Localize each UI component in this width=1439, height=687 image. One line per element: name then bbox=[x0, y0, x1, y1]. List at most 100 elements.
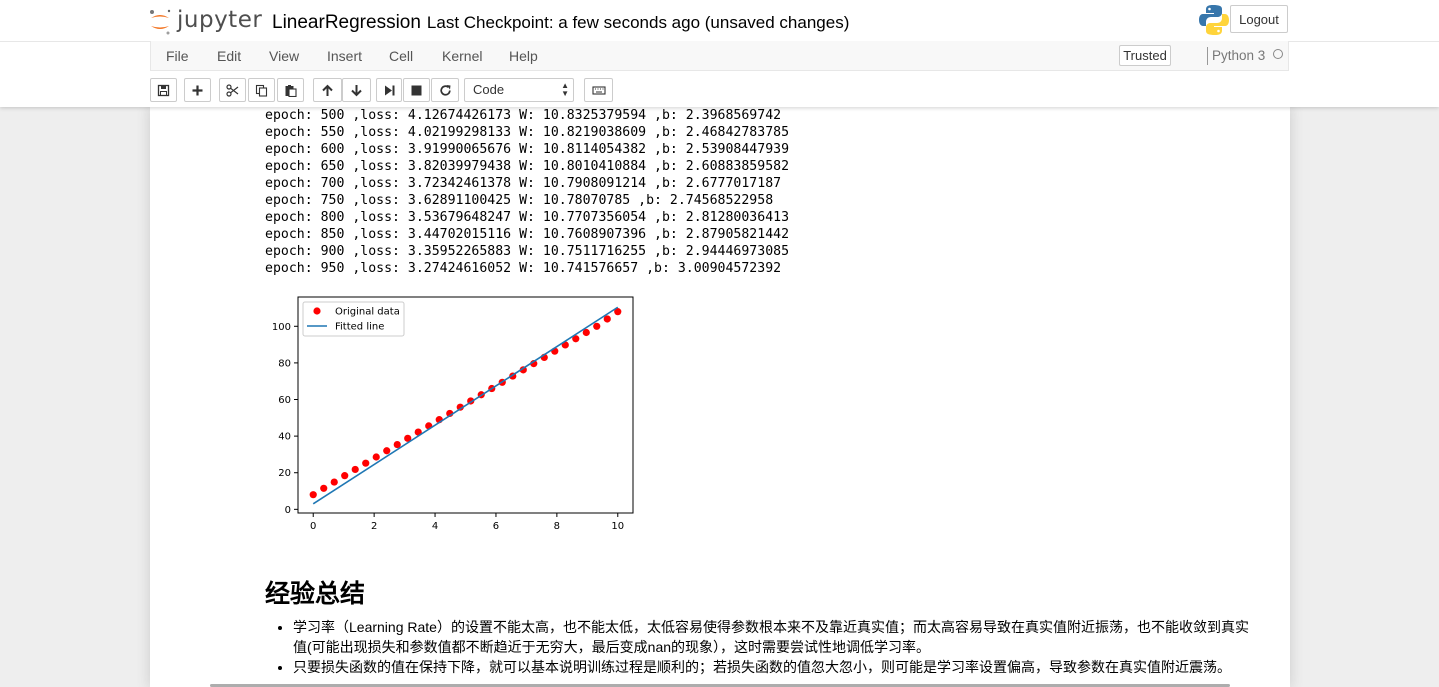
run-cell-button[interactable] bbox=[376, 78, 402, 102]
trusted-indicator[interactable]: Trusted bbox=[1119, 45, 1171, 66]
legend-label: Original data bbox=[335, 307, 400, 318]
stop-icon bbox=[411, 85, 422, 95]
cut-button[interactable] bbox=[219, 78, 246, 102]
keyboard-icon bbox=[591, 85, 606, 95]
x-tick-label: 10 bbox=[611, 521, 624, 532]
data-point bbox=[603, 315, 611, 323]
kernel-separator bbox=[1207, 47, 1208, 65]
menu-kernel[interactable]: Kernel bbox=[442, 48, 483, 64]
y-tick-label: 100 bbox=[272, 322, 291, 333]
restart-icon bbox=[439, 84, 451, 96]
paste-icon bbox=[285, 84, 297, 97]
scroll-shadow bbox=[210, 684, 1230, 687]
summary-item-loss-trend: 只要损失函数的值在保持下降，就可以基本说明训练过程是顺利的；若损失函数的值忽大忽… bbox=[293, 657, 1255, 677]
menu-file[interactable]: File bbox=[166, 48, 189, 64]
data-point bbox=[519, 366, 527, 374]
interrupt-kernel-button[interactable] bbox=[403, 78, 430, 102]
notebook-header: jupyter LinearRegression Last Checkpoint:… bbox=[0, 0, 1439, 107]
summary-item-learning-rate: 学习率（Learning Rate）的设置不能太高，也不能太低，太低容易使得参数… bbox=[293, 617, 1255, 657]
command-palette-button[interactable] bbox=[584, 78, 613, 102]
jupyter-logo[interactable]: jupyter bbox=[149, 6, 263, 36]
top-bar: jupyter LinearRegression Last Checkpoint:… bbox=[0, 0, 1439, 42]
copy-icon bbox=[255, 84, 268, 97]
step-forward-icon bbox=[384, 85, 394, 95]
legend-marker-original bbox=[313, 307, 321, 315]
data-point bbox=[330, 478, 338, 486]
output-line: epoch: 550 ,loss: 4.02199298133 W: 10.82… bbox=[265, 125, 790, 140]
output-line: epoch: 850 ,loss: 3.44702015116 W: 10.76… bbox=[265, 227, 790, 242]
python-logo-icon bbox=[1199, 5, 1229, 35]
insert-cell-button[interactable] bbox=[184, 78, 211, 102]
kernel-idle-icon bbox=[1273, 49, 1283, 59]
notebook-name[interactable]: LinearRegression bbox=[272, 12, 421, 33]
save-icon bbox=[157, 84, 170, 96]
data-point bbox=[614, 308, 622, 316]
data-point bbox=[383, 447, 391, 455]
menu-bar: File Edit View Insert Cell Kernel Help T… bbox=[150, 41, 1289, 71]
data-point bbox=[372, 453, 380, 461]
output-line: epoch: 500 ,loss: 4.12674426173 W: 10.83… bbox=[265, 108, 782, 123]
select-arrows-icon: ▲ ▼ bbox=[561, 81, 569, 98]
y-tick-label: 20 bbox=[278, 468, 291, 479]
output-line: epoch: 700 ,loss: 3.72342461378 W: 10.79… bbox=[265, 176, 782, 191]
data-point bbox=[582, 328, 590, 337]
output-line: epoch: 900 ,loss: 3.35952265883 W: 10.75… bbox=[265, 244, 790, 259]
data-point bbox=[351, 465, 359, 474]
y-tick-label: 40 bbox=[278, 432, 291, 443]
arrow-up-icon bbox=[322, 84, 333, 96]
notebook-title[interactable]: LinearRegression Last Checkpoint: a few s… bbox=[272, 12, 849, 34]
menu-view[interactable]: View bbox=[269, 48, 300, 64]
menu-insert[interactable]: Insert bbox=[327, 48, 363, 64]
cell-output-text: epoch: 500 ,loss: 4.12674426173 W: 10.83… bbox=[265, 107, 789, 277]
legend-label: Fitted line bbox=[335, 322, 384, 333]
move-up-button[interactable] bbox=[313, 78, 342, 102]
output-line: epoch: 800 ,loss: 3.53679648247 W: 10.77… bbox=[265, 210, 790, 225]
scissors-icon bbox=[226, 83, 239, 97]
legend-box bbox=[302, 301, 405, 337]
y-tick-label: 60 bbox=[278, 395, 291, 406]
data-point bbox=[414, 428, 422, 436]
cell-type-select[interactable]: Code ▲ ▼ bbox=[464, 78, 574, 102]
copy-button[interactable] bbox=[248, 78, 275, 102]
x-tick-label: 6 bbox=[493, 521, 499, 532]
data-point bbox=[341, 472, 349, 480]
summary-heading: 经验总结 bbox=[265, 580, 366, 608]
jupyter-logo-text: jupyter bbox=[177, 7, 263, 33]
data-point bbox=[362, 459, 370, 467]
data-point bbox=[593, 322, 601, 330]
x-tick-label: 8 bbox=[554, 521, 560, 532]
y-tick-label: 80 bbox=[278, 358, 291, 369]
summary-list: 学习率（Learning Rate）的设置不能太高，也不能太低，太低容易使得参数… bbox=[265, 617, 1255, 677]
data-point bbox=[572, 335, 580, 343]
data-point bbox=[309, 491, 317, 499]
data-point bbox=[404, 434, 412, 442]
kernel-name[interactable]: Python 3 bbox=[1212, 48, 1266, 63]
move-down-button[interactable] bbox=[342, 78, 371, 102]
data-point bbox=[320, 484, 328, 492]
output-line: epoch: 950 ,loss: 3.27424616052 W: 10.74… bbox=[265, 261, 782, 276]
toolbar: Code ▲ ▼ bbox=[150, 78, 1289, 103]
arrow-down-icon bbox=[351, 84, 362, 96]
y-tick-label: 0 bbox=[285, 505, 291, 516]
checkpoint-status: Last Checkpoint: a few seconds ago (unsa… bbox=[426, 13, 850, 32]
data-point bbox=[456, 403, 464, 411]
restart-kernel-button[interactable] bbox=[431, 78, 459, 102]
notebook-container: epoch: 500 ,loss: 4.12674426173 W: 10.83… bbox=[150, 107, 1290, 687]
paste-button[interactable] bbox=[277, 78, 304, 102]
menu-help[interactable]: Help bbox=[509, 48, 538, 64]
x-tick-label: 0 bbox=[310, 521, 316, 532]
x-tick-label: 2 bbox=[371, 521, 377, 532]
cell-type-value: Code bbox=[473, 82, 505, 97]
menu-edit[interactable]: Edit bbox=[217, 48, 242, 64]
fitted-line bbox=[312, 306, 619, 505]
output-line: epoch: 750 ,loss: 3.62891100425 W: 10.78… bbox=[265, 193, 774, 208]
x-tick-label: 4 bbox=[432, 521, 438, 532]
output-line: epoch: 600 ,loss: 3.91990065676 W: 10.81… bbox=[265, 142, 790, 157]
menu-cell[interactable]: Cell bbox=[389, 48, 414, 64]
output-line: epoch: 650 ,loss: 3.82039979438 W: 10.80… bbox=[265, 159, 790, 174]
data-point bbox=[393, 440, 401, 449]
plus-icon bbox=[192, 85, 203, 95]
logout-button[interactable]: Logout bbox=[1230, 5, 1288, 33]
save-button[interactable] bbox=[150, 78, 177, 102]
